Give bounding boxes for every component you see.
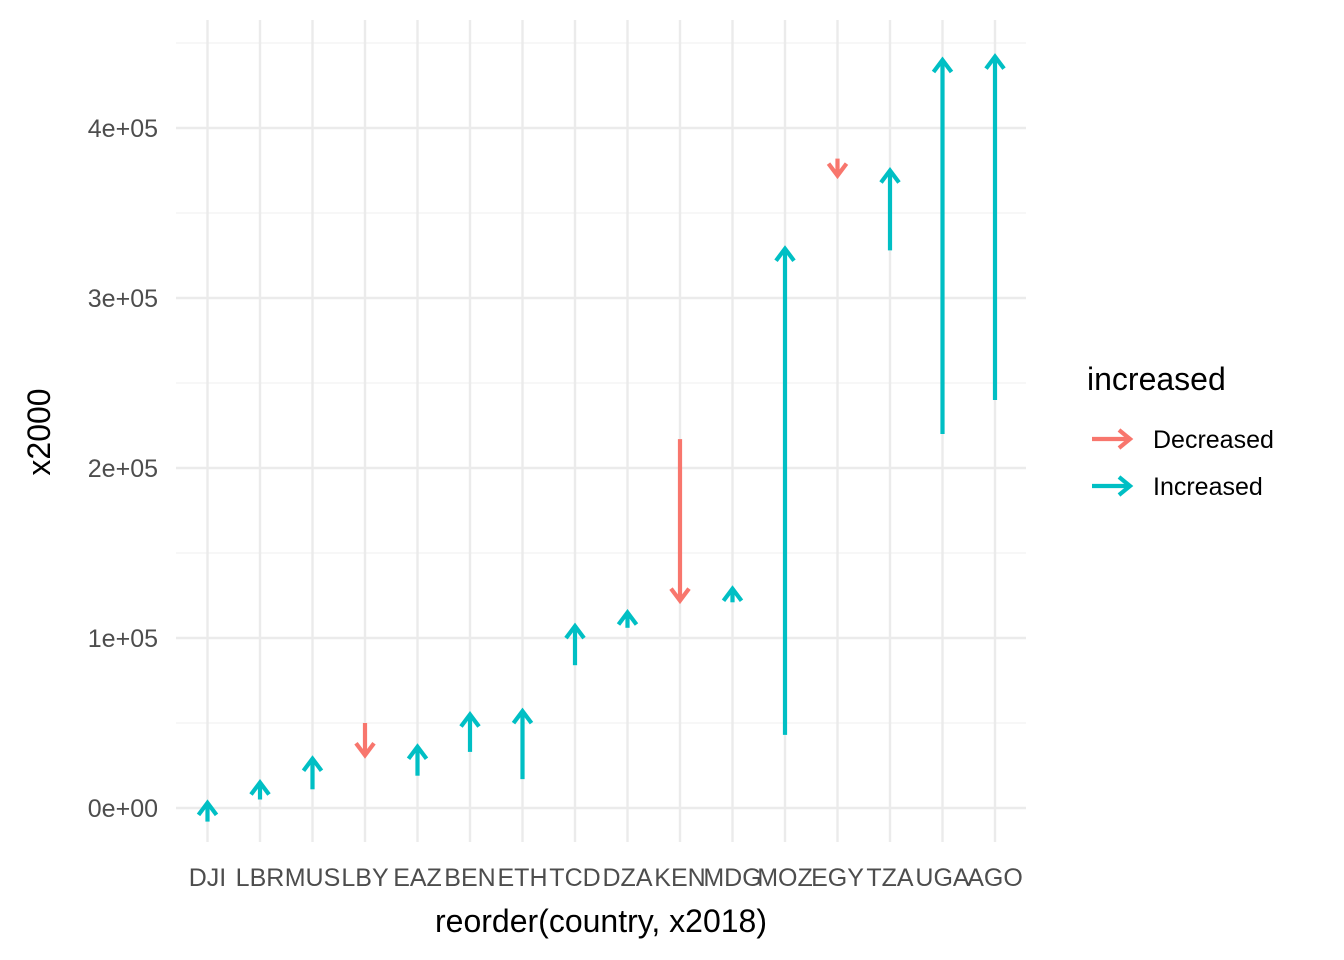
x-tick-label: EAZ [393, 864, 442, 892]
y-tick-label: 2e+05 [88, 455, 158, 483]
arrow-head [669, 587, 691, 605]
arrow-head [406, 743, 429, 761]
arrow-dza [616, 609, 639, 628]
arrow-mdg [721, 585, 744, 603]
legend: increased Decreased Increased [1087, 361, 1274, 501]
arrow-head [721, 585, 744, 602]
arrow-head [301, 755, 324, 772]
data-arrows [196, 53, 1006, 822]
arrow-head [196, 799, 219, 817]
x-tick-label: LBY [341, 864, 389, 892]
legend-label: Decreased [1153, 426, 1274, 454]
x-tick-label: DZA [603, 864, 653, 892]
legend-entry-increased: Increased [1092, 473, 1263, 501]
legend-entries: Decreased Increased [1092, 426, 1274, 501]
arrow-head [931, 56, 954, 74]
legend-title: increased [1087, 361, 1226, 397]
x-tick-label: KEN [654, 864, 705, 892]
arrow-head [826, 162, 849, 180]
x-tick-label: AGO [967, 864, 1023, 892]
x-tick-label: MDG [703, 864, 761, 892]
arrow-ben [459, 711, 481, 752]
arrow-head [616, 609, 639, 626]
arrow-ago [984, 53, 1006, 400]
y-tick-label: 4e+05 [88, 115, 158, 143]
y-tick-label: 3e+05 [88, 285, 158, 313]
x-tick-label: ETH [498, 864, 548, 892]
arrow-head [774, 245, 796, 262]
y-tick-label: 1e+05 [88, 625, 158, 653]
y-axis-title: x2000 [21, 388, 57, 475]
arrow-head [354, 742, 376, 759]
legend-key-head [1117, 475, 1134, 497]
x-tick-label: EGY [811, 864, 864, 892]
arrow-tcd [564, 622, 586, 666]
x-tick-label: UGA [915, 864, 970, 892]
x-tick-label: DJI [189, 864, 227, 892]
arrow-tza [879, 167, 901, 251]
x-tick-label: TZA [866, 864, 914, 892]
arrow-mus [301, 755, 324, 790]
major-gridlines [176, 20, 1026, 842]
legend-label: Increased [1153, 473, 1263, 501]
arrow-eth [511, 707, 534, 780]
arrow-head [511, 707, 534, 725]
arrow-head [459, 711, 481, 728]
legend-key-head [1117, 428, 1134, 450]
arrow-head [564, 622, 586, 640]
minor-gridlines [176, 42, 1026, 724]
arrow-ken [669, 439, 691, 605]
arrow-head [984, 53, 1006, 70]
x-axis-title: reorder(country, x2018) [435, 903, 767, 939]
arrow-lbr [249, 779, 271, 800]
arrow-head [879, 167, 901, 184]
arrow-head [249, 779, 271, 796]
arrow-dji [196, 799, 219, 822]
x-tick-label: MUS [285, 864, 341, 892]
x-tick-label: MOZ [757, 864, 813, 892]
x-tick-label: LBR [236, 864, 285, 892]
arrow-eaz [406, 743, 429, 776]
x-tick-label: BEN [444, 864, 495, 892]
arrow-egy [826, 158, 849, 180]
x-tick-label: TCD [549, 864, 600, 892]
arrow-uga [931, 56, 954, 434]
arrow-lby [354, 723, 376, 759]
y-tick-label: 0e+00 [88, 795, 158, 823]
legend-entry-decreased: Decreased [1092, 426, 1274, 454]
y-tick-labels: 0e+00 1e+05 2e+05 3e+05 4e+05 [88, 115, 158, 823]
arrow-moz [774, 245, 796, 735]
